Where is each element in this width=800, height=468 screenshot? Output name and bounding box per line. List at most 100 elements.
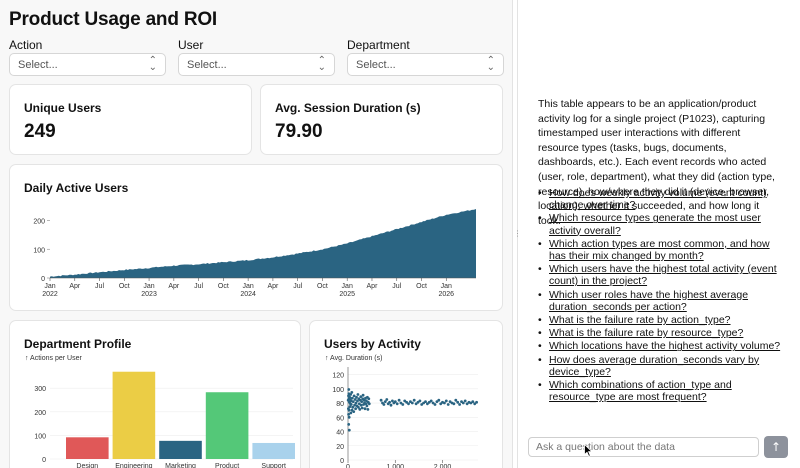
suggestion-link[interactable]: Which user roles have the highest averag… [549, 288, 749, 313]
y-tick-label: 100 [34, 433, 46, 440]
scatter-point [347, 413, 350, 416]
list-item: How does average duration_seconds vary b… [538, 354, 786, 378]
x-tick-label: Apr [367, 283, 379, 290]
scatter-point [349, 403, 353, 406]
x-tick-year: 2026 [438, 291, 454, 298]
scatter-point [446, 403, 450, 406]
y-tick-label: 120 [332, 373, 344, 380]
bar-marketing [159, 440, 202, 459]
scatter-point [418, 399, 422, 403]
users-by-activity-card: Users by Activity ↑ Avg. Duration (s) 0 20… [309, 320, 503, 468]
bar-design [66, 437, 109, 459]
scatter-point [349, 399, 353, 403]
scatter-point [360, 400, 364, 403]
unique-users-label: Unique Users [24, 101, 102, 115]
chat-input[interactable]: Ask a question about the data [528, 437, 759, 457]
scatter-point [360, 406, 364, 410]
scatter-point [354, 401, 358, 405]
scatter-point [363, 407, 367, 411]
x-tick-label: Oct [119, 283, 130, 290]
y-tick-label: 300 [34, 386, 46, 393]
scatter-point [349, 411, 353, 415]
department-chart: ↑ Actions per User 0 100 200 300 Design Engine… [25, 355, 295, 468]
x-tick-label: Jul [293, 283, 302, 290]
suggestion-link[interactable]: What is the failure rate by resource_typ… [549, 327, 744, 340]
x-tick-label: 1,000 [387, 464, 405, 468]
scatter-point [456, 400, 460, 404]
scatter-point [412, 398, 416, 402]
suggestion-link[interactable]: Which combinations of action_type and re… [549, 379, 732, 404]
scatter-point [352, 410, 356, 413]
filter-action-label: Action [9, 38, 43, 52]
bar-support [252, 442, 295, 459]
scatter-point [395, 402, 399, 406]
y-tick-label: 0 [340, 458, 344, 465]
scatter-point [444, 399, 448, 403]
user-select[interactable]: Select... ⌃ ⌄ [178, 53, 335, 76]
chevron-updown-icon: ⌃ ⌄ [148, 55, 157, 73]
daily-active-users-card: Daily Active Users 0 100 200 Jan 2022 Apr Jul O… [9, 164, 503, 311]
scatter-point [356, 393, 360, 396]
scatter-point [353, 403, 356, 407]
list-item: Which resource types generate the most u… [538, 212, 786, 236]
suggestion-link[interactable]: Which users have the highest total activ… [549, 263, 777, 288]
uba-chart-title: Users by Activity [324, 337, 421, 351]
scatter-point [385, 398, 389, 401]
x-tick-label: Design [76, 463, 98, 468]
bar-product [205, 392, 249, 459]
scatter-point [382, 403, 386, 406]
action-select[interactable]: Select... ⌃ ⌄ [9, 53, 166, 76]
y-tick-label: 0 [42, 457, 46, 464]
y-axis-label: ↑ Actions per User [25, 355, 82, 362]
scatter-point [351, 400, 355, 403]
scatter-point [388, 400, 391, 404]
scatter-point [393, 400, 397, 403]
scatter-point [397, 398, 401, 402]
scatter-point [354, 407, 357, 411]
suggestion-link[interactable]: What is the failure rate by action_type? [549, 314, 731, 327]
scatter-point [433, 403, 437, 406]
suggestion-link[interactable]: Which resource types generate the most u… [549, 212, 761, 237]
list-item: How does weekly activity volume (event c… [538, 187, 786, 211]
scatter-point [458, 403, 461, 406]
y-tick-label: 200 [34, 410, 46, 417]
list-item: Which combinations of action_type and re… [538, 379, 786, 403]
scatter-point [443, 401, 446, 405]
users-by-activity-chart: ↑ Avg. Duration (s) 0 20 40 60 80 100 120 0 1,000… [325, 355, 478, 468]
x-tick-label: Apr [69, 283, 81, 290]
x-tick-label: Jan [342, 283, 353, 290]
x-tick-label: Apr [168, 283, 180, 290]
suggestion-link[interactable]: How does average duration_seconds vary b… [549, 353, 760, 378]
scatter-point [365, 404, 369, 408]
scatter-point [356, 399, 359, 403]
scatter-point [347, 428, 351, 432]
suggestion-link[interactable]: How does weekly activity volume (event c… [549, 187, 767, 212]
department-profile-card: Department Profile ↑ Actions per User 0 10… [9, 320, 301, 468]
x-tick-label: Marketing [165, 463, 196, 468]
department-select[interactable]: Select... ⌃ ⌄ [347, 53, 504, 76]
scatter-point [351, 405, 355, 409]
unique-users-card: Unique Users 249 [9, 84, 252, 155]
scatter-point [405, 400, 408, 404]
bar-engineering [112, 371, 156, 459]
x-tick-label: Engineering [115, 463, 152, 468]
y-tick-label: 40 [336, 430, 344, 437]
scatter-point [407, 402, 410, 406]
suggestion-link[interactable]: Which locations have the highest activit… [549, 340, 781, 353]
mouse-cursor-icon [584, 444, 593, 457]
scatter-point [357, 405, 360, 409]
scatter-point [347, 408, 351, 412]
suggestion-link[interactable]: Which action types are most common, and … [549, 237, 770, 263]
x-tick-year: 2025 [339, 291, 355, 298]
list-item: Which action types are most common, and … [538, 238, 786, 262]
y-tick-label: 100 [332, 387, 344, 394]
send-button[interactable]: ↑ [764, 436, 788, 458]
x-tick-label: Apr [267, 283, 279, 290]
department-select-value: Select... [356, 59, 396, 71]
x-tick-label: Jul [194, 283, 203, 290]
x-tick-label: Product [215, 463, 239, 468]
scatter-point [424, 400, 427, 403]
scatter-point [399, 401, 403, 405]
scatter-point [437, 398, 441, 402]
